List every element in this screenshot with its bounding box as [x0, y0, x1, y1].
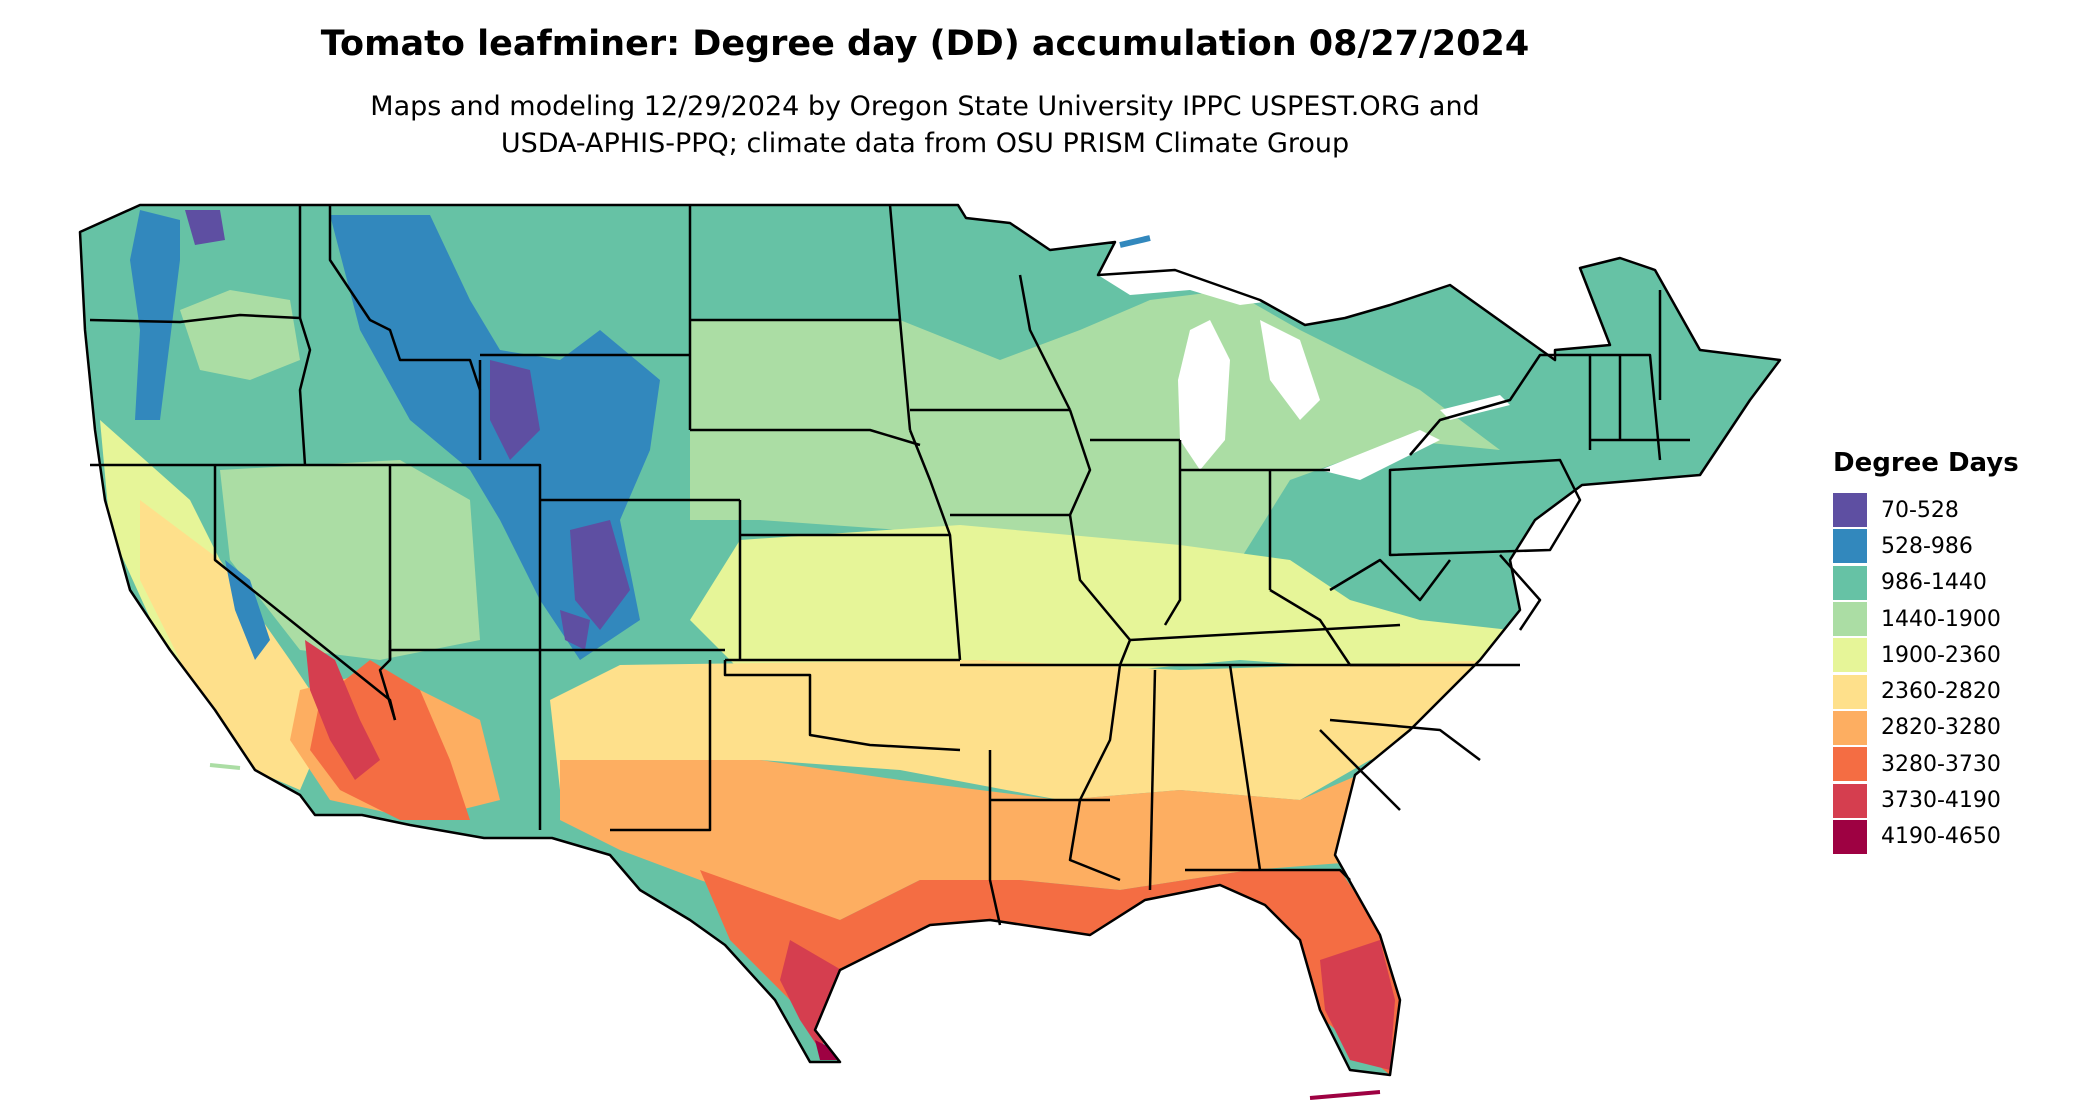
subtitle-line-1: Maps and modeling 12/29/2024 by Oregon S…	[370, 91, 1480, 122]
florida-keys	[1309, 1090, 1381, 1100]
lake-superior	[1098, 258, 1280, 305]
legend-swatch	[1833, 602, 1867, 637]
legend-item: 1900-2360	[1833, 637, 2019, 673]
degree-day-map	[78, 203, 1782, 1100]
border-sc-nc	[1329, 718, 1481, 761]
subtitle-line-2: USDA-APHIS-PPQ; climate data from OSU PR…	[500, 128, 1350, 159]
zone-70-528-wy	[490, 360, 540, 460]
border-ga-fl	[1185, 868, 1351, 881]
map-title: Tomato leafminer: Degree day (DD) accumu…	[320, 24, 1530, 64]
legend-item: 528-986	[1833, 528, 2019, 564]
border-new-england	[1590, 353, 1662, 461]
legend-item: 1440-1900	[1833, 601, 2019, 637]
zone-1440-1900-basin	[220, 460, 480, 660]
zone-70-528-ut	[560, 610, 590, 650]
border-pa	[1388, 458, 1582, 557]
border-il-in	[1163, 440, 1182, 626]
border-id-mt	[328, 205, 482, 391]
legend-label: 528-986	[1881, 533, 1973, 559]
isle-royale	[1119, 235, 1151, 248]
legend-item: 3280-3730	[1833, 746, 2019, 782]
us-outline	[78, 203, 1782, 1077]
legend-swatch	[1833, 783, 1867, 818]
legend-label: 1440-1900	[1881, 606, 2001, 632]
legend-swatch	[1833, 747, 1867, 782]
great-lakes	[1098, 258, 1510, 480]
legend-swatch	[1833, 493, 1867, 528]
border-ms-river	[1068, 664, 1122, 882]
legend-swatch	[1833, 565, 1867, 600]
border-ga-sc	[1319, 729, 1401, 811]
channel-islands	[209, 763, 241, 770]
zone-1440-1900-west	[180, 290, 300, 380]
zone-2360-2820-ca	[140, 500, 330, 790]
legend-item: 3730-4190	[1833, 782, 2019, 818]
legend: Degree Days 70-528 528-986 986-1440 1440-19…	[1833, 448, 2019, 855]
legend-label: 3730-4190	[1881, 788, 2001, 814]
legend-swatch	[1833, 638, 1867, 673]
border-ut-wy	[480, 463, 542, 500]
border-mn-wi	[1018, 274, 1072, 411]
lake-erie	[1320, 430, 1440, 480]
legend-label: 2820-3280	[1881, 715, 2001, 741]
legend-title: Degree Days	[1833, 448, 2019, 478]
border-ky-tn	[1129, 623, 1401, 642]
legend-label: 70-528	[1881, 497, 1959, 523]
border-dakotas-mn	[888, 204, 912, 431]
zone-528-986-sierra	[225, 560, 270, 660]
zone-70-528-co	[570, 520, 630, 630]
legend-item: 2820-3280	[1833, 710, 2019, 746]
zone-528-986-cascades	[130, 210, 180, 420]
legend-swatch	[1833, 674, 1867, 709]
border-ne-ia-mo	[908, 429, 962, 661]
border-sd-ne	[690, 428, 921, 447]
legend-label: 3280-3730	[1881, 751, 2001, 777]
lake-michigan	[1178, 320, 1230, 470]
zone-3730-4190-fl	[1320, 940, 1395, 1070]
border-wa-or	[89, 313, 301, 324]
border-md-de	[1499, 554, 1542, 631]
border-mo-il-ky	[1068, 514, 1132, 666]
border-tx-la	[988, 750, 1002, 926]
state-borders	[78, 203, 1782, 1077]
border-ky-wv-oh	[1269, 588, 1352, 666]
legend-item: 70-528	[1833, 492, 2019, 528]
legend-label: 1900-2360	[1881, 642, 2001, 668]
zone-1900-2360	[690, 525, 1510, 670]
legend-item: 2360-2820	[1833, 673, 2019, 709]
legend-swatch	[1833, 529, 1867, 564]
legend-label: 2360-2820	[1881, 679, 2001, 705]
border-nm-tx	[610, 660, 712, 832]
border-al-ga	[1228, 664, 1262, 871]
legend-items: 70-528 528-986 986-1440 1440-1900 1900-2360 2…	[1833, 492, 2019, 855]
lake-huron	[1260, 320, 1320, 420]
border-or-id	[298, 317, 312, 466]
border-ok-tx	[723, 660, 961, 752]
legend-swatch	[1833, 710, 1867, 745]
legend-label: 4190-4650	[1881, 824, 2001, 850]
zone-2820-3280	[560, 760, 1400, 920]
zone-2360-2820	[550, 660, 1510, 800]
legend-item: 986-1440	[1833, 565, 2019, 601]
border-ia-il	[1068, 409, 1092, 516]
border-va-wv	[1329, 558, 1451, 602]
legend-item: 4190-4650	[1833, 819, 2019, 855]
border-ny	[1409, 353, 1592, 456]
zone-3730-4190-ca	[305, 640, 380, 780]
legend-swatch	[1833, 819, 1867, 854]
legend-label: 986-1440	[1881, 570, 1987, 596]
border-ms-al	[1148, 669, 1157, 891]
zone-70-528-wa	[185, 210, 225, 245]
map-subtitle: Maps and modeling 12/29/2024 by Oregon S…	[0, 88, 1850, 162]
zone-4190-4650-tx	[815, 1040, 838, 1060]
